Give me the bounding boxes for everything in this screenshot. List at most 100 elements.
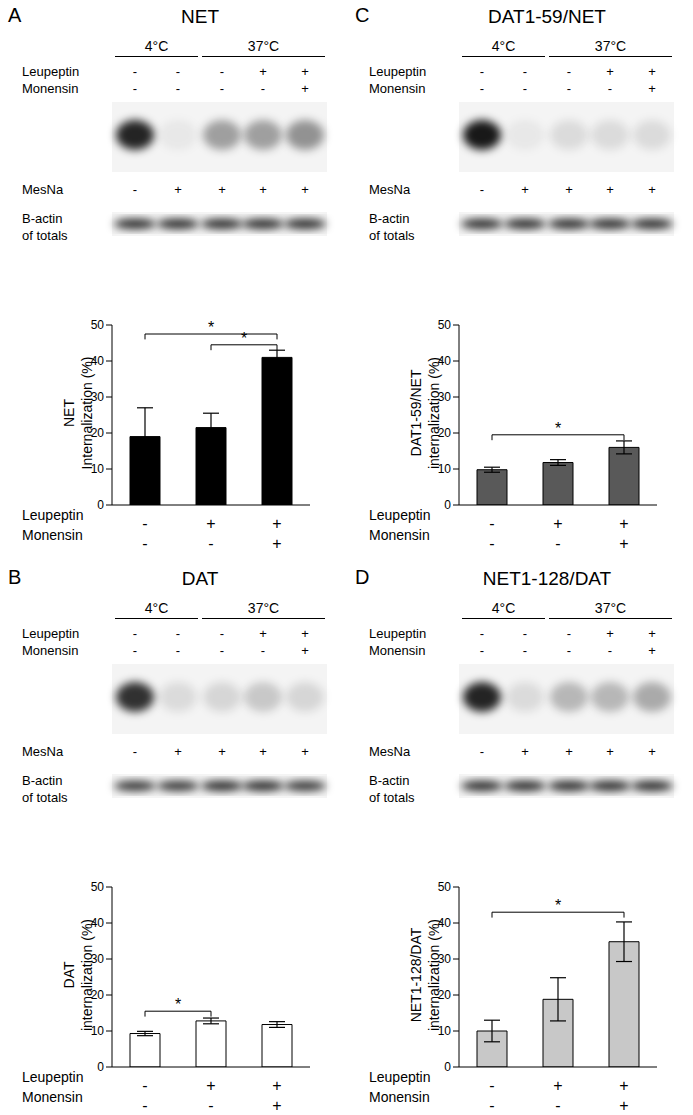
html-text:NET: NET xyxy=(181,6,219,27)
svg-text:+: + xyxy=(553,1077,562,1094)
html-text:MesNa: MesNa xyxy=(22,182,64,197)
svg-text:50: 50 xyxy=(91,318,105,332)
svg-text:*: * xyxy=(208,319,214,336)
html-text:Internalization (%): Internalization (%) xyxy=(79,356,95,470)
svg-text:-: - xyxy=(489,515,494,532)
svg-text:50: 50 xyxy=(91,880,105,894)
html-text:Monensin: Monensin xyxy=(369,1089,430,1105)
html-text:Monensin: Monensin xyxy=(22,1089,83,1105)
svg-text:+: + xyxy=(272,535,281,552)
svg-text:*: * xyxy=(555,420,561,437)
svg-text:10: 10 xyxy=(91,1024,105,1038)
svg-text:-: - xyxy=(489,1077,494,1094)
html-text:Monensin: Monensin xyxy=(369,527,430,543)
svg-text:10: 10 xyxy=(438,1024,452,1038)
html-text:NET1-128/DAT: NET1-128/DAT xyxy=(482,568,612,589)
html-text:B-actin: B-actin xyxy=(22,773,63,788)
svg-text:-: - xyxy=(142,515,147,532)
html-text:Leupeptin: Leupeptin xyxy=(369,507,431,523)
html-text:37°C: 37°C xyxy=(594,38,627,54)
svg-text:+: + xyxy=(619,515,628,532)
svg-text:+: + xyxy=(619,1097,628,1114)
html-text:Leupeptin: Leupeptin xyxy=(22,626,80,641)
svg-text:-: - xyxy=(489,1097,494,1114)
html-text:Leupeptin: Leupeptin xyxy=(369,626,427,641)
html-text:Leupeptin: Leupeptin xyxy=(369,1069,431,1085)
html-text:DAT1-59/NET: DAT1-59/NET xyxy=(488,6,606,27)
html-text:of totals: of totals xyxy=(369,228,415,243)
html-text:internalization (%): internalization (%) xyxy=(426,357,442,469)
svg-text:50: 50 xyxy=(438,318,452,332)
svg-text:40: 40 xyxy=(91,916,105,930)
svg-text:40: 40 xyxy=(91,354,105,368)
svg-text:-: - xyxy=(142,1097,147,1114)
html-text:37°C: 37°C xyxy=(594,600,627,616)
svg-text:30: 30 xyxy=(438,390,452,404)
svg-text:+: + xyxy=(272,1097,281,1114)
html-text:Leupeptin: Leupeptin xyxy=(22,64,80,79)
svg-text:+: + xyxy=(619,1077,628,1094)
html-text:Leupeptin: Leupeptin xyxy=(369,64,427,79)
html-text:C: C xyxy=(355,4,370,26)
svg-text:50: 50 xyxy=(438,880,452,894)
svg-text:20: 20 xyxy=(438,988,452,1002)
html-text:DAT: DAT xyxy=(61,961,77,989)
html-text:Monensin: Monensin xyxy=(22,527,83,543)
svg-text:*: * xyxy=(175,996,181,1013)
html-text:of totals: of totals xyxy=(22,790,68,805)
svg-text:+: + xyxy=(206,1077,215,1094)
svg-text:-: - xyxy=(142,1077,147,1094)
svg-text:+: + xyxy=(206,515,215,532)
svg-text:20: 20 xyxy=(91,426,105,440)
html-text:DAT: DAT xyxy=(181,568,219,589)
html-text:B-actin: B-actin xyxy=(22,211,63,226)
html-text:DAT1-59/NET: DAT1-59/NET xyxy=(408,369,424,457)
html-text:4°C: 4°C xyxy=(144,600,169,616)
svg-text:+: + xyxy=(272,1077,281,1094)
html-text:of totals: of totals xyxy=(22,228,68,243)
svg-text:10: 10 xyxy=(438,462,452,476)
svg-text:+: + xyxy=(619,535,628,552)
html-text:Monensin: Monensin xyxy=(369,81,426,96)
svg-text:0: 0 xyxy=(97,498,104,512)
html-text:Monensin: Monensin xyxy=(22,81,79,96)
svg-text:-: - xyxy=(555,1097,560,1114)
html-text:Leupeptin: Leupeptin xyxy=(22,507,84,523)
svg-text:0: 0 xyxy=(97,1060,104,1074)
html-text:D: D xyxy=(355,566,370,588)
html-text:MesNa: MesNa xyxy=(369,182,411,197)
svg-text:0: 0 xyxy=(444,498,451,512)
svg-text:30: 30 xyxy=(438,952,452,966)
html-text:internalization (%): internalization (%) xyxy=(79,919,95,1031)
svg-text:40: 40 xyxy=(438,916,452,930)
svg-text:10: 10 xyxy=(91,462,105,476)
svg-text:-: - xyxy=(208,1097,213,1114)
svg-text:0: 0 xyxy=(444,1060,451,1074)
svg-text:-: - xyxy=(489,535,494,552)
svg-text:-: - xyxy=(208,535,213,552)
svg-text:*: * xyxy=(555,897,561,914)
svg-text:30: 30 xyxy=(91,952,105,966)
svg-text:-: - xyxy=(142,535,147,552)
svg-text:+: + xyxy=(553,515,562,532)
svg-text:-: - xyxy=(555,535,560,552)
svg-text:*: * xyxy=(241,330,247,347)
html-text:4°C: 4°C xyxy=(491,38,516,54)
html-text:Monensin: Monensin xyxy=(369,643,426,658)
html-text:4°C: 4°C xyxy=(491,600,516,616)
svg-text:20: 20 xyxy=(438,426,452,440)
html-text:NET1-128/DAT: NET1-128/DAT xyxy=(408,927,424,1023)
html-text:Monensin: Monensin xyxy=(22,643,79,658)
html-text:NET: NET xyxy=(61,399,77,427)
html-text:MesNa: MesNa xyxy=(22,744,64,759)
svg-text:40: 40 xyxy=(438,354,452,368)
html-text:4°C: 4°C xyxy=(144,38,169,54)
svg-text:30: 30 xyxy=(91,390,105,404)
svg-text:20: 20 xyxy=(91,988,105,1002)
html-text:internalization (%): internalization (%) xyxy=(426,919,442,1031)
html-text:Leupeptin: Leupeptin xyxy=(22,1069,84,1085)
svg-text:+: + xyxy=(272,515,281,532)
html-text:37°C: 37°C xyxy=(247,38,280,54)
html-text:37°C: 37°C xyxy=(247,600,280,616)
html-text:B-actin: B-actin xyxy=(369,211,410,226)
